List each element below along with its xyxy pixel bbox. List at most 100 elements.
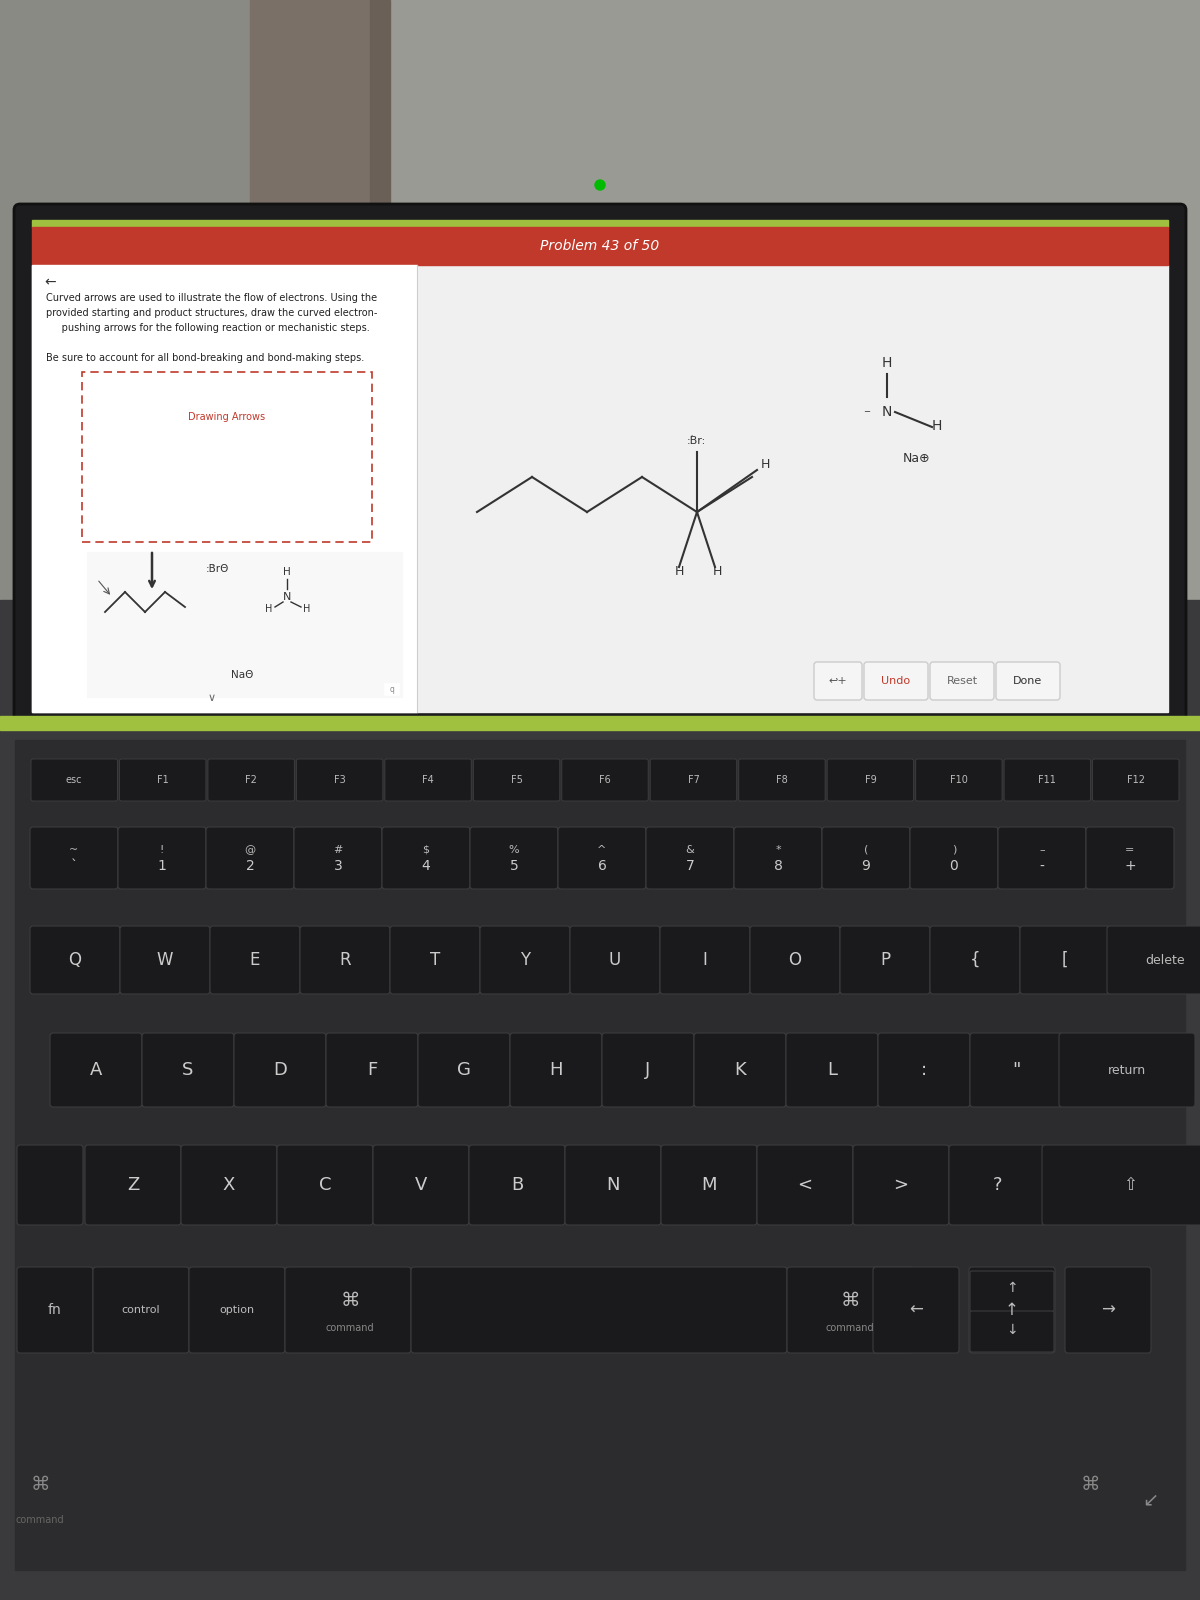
Text: ..: .. — [211, 562, 215, 566]
Bar — [0, 0, 1200, 650]
Text: Na⊕: Na⊕ — [904, 451, 931, 466]
Text: command: command — [16, 1515, 65, 1525]
Text: J: J — [646, 1061, 650, 1078]
FancyBboxPatch shape — [30, 827, 118, 890]
Text: M: M — [701, 1176, 716, 1194]
Bar — [14, 739, 1186, 1570]
Text: N: N — [882, 405, 893, 419]
Text: I: I — [702, 950, 708, 970]
Text: =: = — [1126, 845, 1135, 854]
Text: ^: ^ — [598, 845, 607, 854]
Text: Reset: Reset — [947, 675, 978, 686]
FancyBboxPatch shape — [853, 1146, 949, 1226]
Bar — [32, 266, 1168, 712]
Text: ): ) — [952, 845, 956, 854]
FancyBboxPatch shape — [660, 926, 750, 994]
Text: ←: ← — [44, 275, 55, 290]
FancyBboxPatch shape — [300, 926, 390, 994]
Text: –: – — [1039, 845, 1045, 854]
Text: !: ! — [160, 845, 164, 854]
Text: U: U — [608, 950, 622, 970]
FancyBboxPatch shape — [373, 1146, 469, 1226]
Text: F3: F3 — [334, 774, 346, 786]
FancyBboxPatch shape — [998, 827, 1086, 890]
Text: 1: 1 — [157, 859, 167, 874]
Text: ↓: ↓ — [1006, 1323, 1018, 1338]
FancyBboxPatch shape — [326, 1034, 418, 1107]
Text: F2: F2 — [245, 774, 257, 786]
FancyBboxPatch shape — [31, 758, 118, 802]
Text: return: return — [1108, 1064, 1146, 1077]
Text: option: option — [220, 1306, 254, 1315]
Text: control: control — [121, 1306, 161, 1315]
Text: >: > — [894, 1176, 908, 1194]
Text: Q: Q — [68, 950, 82, 970]
Text: F8: F8 — [776, 774, 787, 786]
FancyBboxPatch shape — [970, 1034, 1062, 1107]
Text: L: L — [827, 1061, 838, 1078]
Bar — [384, 683, 398, 694]
Text: W: W — [157, 950, 173, 970]
Text: `: ` — [71, 859, 78, 874]
Text: H: H — [882, 357, 892, 370]
Text: F11: F11 — [1038, 774, 1056, 786]
Text: R: R — [340, 950, 350, 970]
Text: F7: F7 — [688, 774, 700, 786]
FancyBboxPatch shape — [739, 758, 826, 802]
FancyBboxPatch shape — [1004, 758, 1091, 802]
FancyBboxPatch shape — [970, 1310, 1054, 1352]
FancyBboxPatch shape — [118, 827, 206, 890]
Text: &: & — [685, 845, 695, 854]
FancyBboxPatch shape — [822, 827, 910, 890]
Text: Done: Done — [1013, 675, 1043, 686]
FancyBboxPatch shape — [970, 1270, 1054, 1312]
Text: esc: esc — [66, 774, 83, 786]
Text: ⌘: ⌘ — [1080, 1475, 1099, 1494]
Text: Y: Y — [520, 950, 530, 970]
Text: H: H — [674, 565, 684, 578]
Text: 4: 4 — [421, 859, 431, 874]
FancyBboxPatch shape — [1086, 827, 1174, 890]
Text: ..: .. — [690, 432, 694, 437]
Text: Undo: Undo — [882, 675, 911, 686]
Text: 6: 6 — [598, 859, 606, 874]
Circle shape — [595, 179, 605, 190]
FancyBboxPatch shape — [142, 1034, 234, 1107]
FancyBboxPatch shape — [14, 203, 1186, 726]
Text: :Br:: :Br: — [686, 435, 707, 446]
FancyBboxPatch shape — [382, 827, 470, 890]
FancyBboxPatch shape — [120, 926, 210, 994]
FancyBboxPatch shape — [916, 758, 1002, 802]
FancyBboxPatch shape — [786, 1034, 878, 1107]
FancyBboxPatch shape — [85, 1146, 181, 1226]
Text: 0: 0 — [949, 859, 959, 874]
Text: F6: F6 — [599, 774, 611, 786]
FancyBboxPatch shape — [1092, 758, 1180, 802]
FancyBboxPatch shape — [694, 1034, 786, 1107]
Text: N: N — [606, 1176, 619, 1194]
FancyBboxPatch shape — [1042, 1146, 1200, 1226]
Text: H: H — [550, 1061, 563, 1078]
Text: F5: F5 — [511, 774, 522, 786]
Text: A: A — [90, 1061, 102, 1078]
FancyBboxPatch shape — [650, 758, 737, 802]
Text: T: T — [430, 950, 440, 970]
Text: Problem 43 of 50: Problem 43 of 50 — [540, 238, 660, 253]
FancyBboxPatch shape — [94, 1267, 190, 1354]
FancyBboxPatch shape — [930, 926, 1020, 994]
Text: F10: F10 — [950, 774, 967, 786]
Text: [: [ — [1062, 950, 1068, 970]
FancyBboxPatch shape — [17, 1146, 83, 1226]
Text: H: H — [265, 603, 272, 614]
FancyBboxPatch shape — [510, 1034, 602, 1107]
Text: ⌘: ⌘ — [341, 1291, 360, 1309]
Text: #: # — [334, 845, 343, 854]
Text: F12: F12 — [1127, 774, 1145, 786]
FancyBboxPatch shape — [565, 1146, 661, 1226]
FancyBboxPatch shape — [827, 758, 913, 802]
FancyBboxPatch shape — [878, 1034, 970, 1107]
Text: NaΘ: NaΘ — [230, 670, 253, 680]
Text: +: + — [1124, 859, 1136, 874]
Text: Be sure to account for all bond-breaking and bond-making steps.: Be sure to account for all bond-breaking… — [46, 354, 365, 363]
Text: ?: ? — [992, 1176, 1002, 1194]
